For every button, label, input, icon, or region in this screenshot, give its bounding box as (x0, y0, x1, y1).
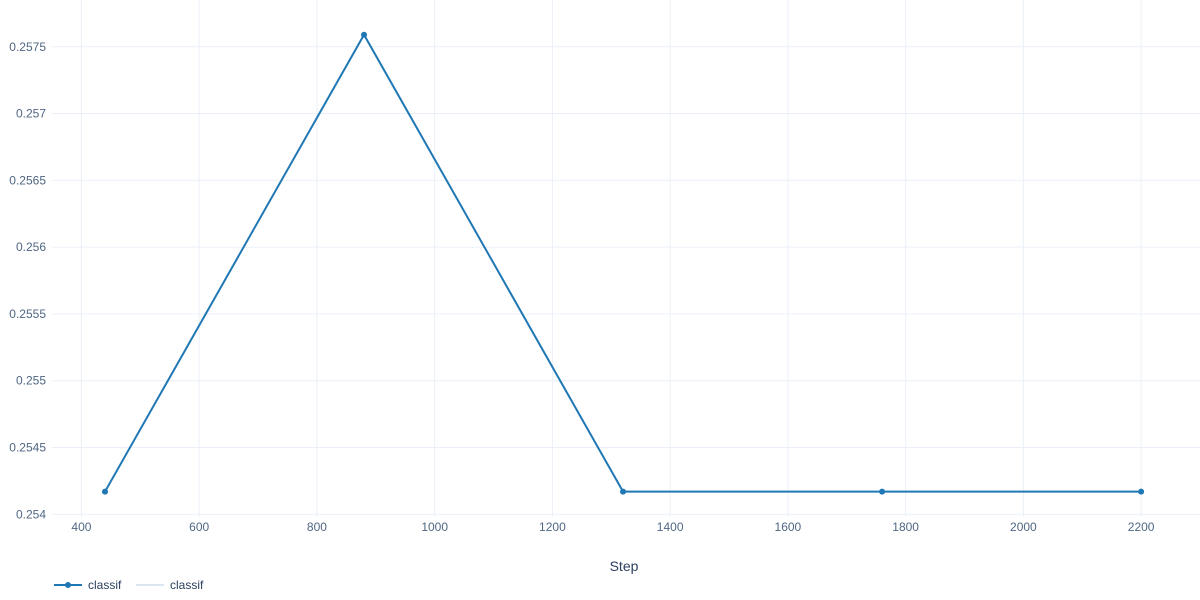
y-tick-label: 0.257 (16, 107, 46, 121)
x-tick-label: 400 (71, 520, 91, 534)
legend-label: classif (170, 578, 204, 592)
x-tick-label: 1000 (421, 520, 448, 534)
data-point (1138, 488, 1145, 495)
x-tick-label: 1800 (892, 520, 919, 534)
data-point (361, 31, 368, 38)
series-lines (104, 33, 1142, 493)
series-line (104, 33, 1142, 493)
y-tick-label: 0.2565 (9, 173, 46, 187)
y-tick-label: 0.255 (16, 374, 46, 388)
x-tick-label: 600 (189, 520, 209, 534)
data-point (101, 488, 108, 495)
legend-item[interactable]: classif (54, 578, 122, 592)
x-tick-labels: 400 600 800 1000 1200 1400 1600 1800 2000 2200 (71, 520, 1154, 534)
y-tick-labels: 0.254 0.2545 0.255 0.2555 0.256 0.2565 0.257 0.… (9, 40, 46, 522)
legend-swatch-marker (65, 582, 71, 588)
x-tick-label: 1400 (657, 520, 684, 534)
x-tick-label: 2000 (1010, 520, 1037, 534)
y-tick-label: 0.254 (16, 507, 46, 521)
data-point (879, 488, 886, 495)
x-axis-title: Step (610, 558, 639, 574)
x-tick-label: 800 (307, 520, 327, 534)
legend-item[interactable]: classif (136, 578, 204, 592)
x-tick-label: 2200 (1128, 520, 1155, 534)
data-points (101, 31, 1145, 495)
legend: classif classif (54, 578, 204, 592)
x-tick-label: 1600 (775, 520, 802, 534)
legend-label: classif (88, 578, 122, 592)
y-tick-label: 0.2545 (9, 441, 46, 455)
data-point (620, 488, 627, 495)
grid-lines (52, 0, 1200, 517)
y-tick-label: 0.2555 (9, 307, 46, 321)
y-tick-label: 0.2575 (9, 40, 46, 54)
x-tick-label: 1200 (539, 520, 566, 534)
y-tick-label: 0.256 (16, 240, 46, 254)
